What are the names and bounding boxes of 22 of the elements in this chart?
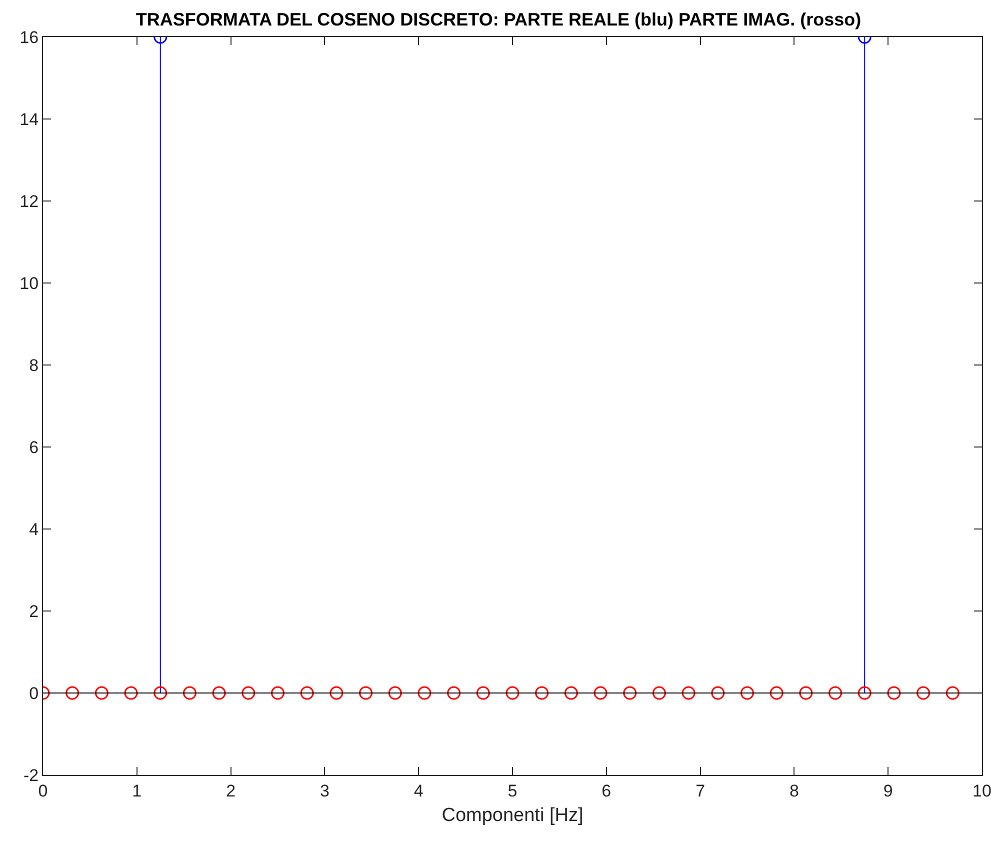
x-tick-label: 10	[972, 781, 992, 800]
x-tick-label: 8	[789, 781, 799, 800]
y-tick-label: 16	[20, 28, 39, 47]
y-tick-label: 8	[29, 356, 39, 375]
y-tick-label: 4	[29, 520, 39, 539]
x-tick-label: 6	[602, 781, 612, 800]
x-tick-label: 5	[508, 781, 518, 800]
y-tick-label: 0	[29, 684, 39, 703]
x-axis-title: Componenti [Hz]	[442, 805, 584, 826]
y-tick-label: 14	[20, 110, 39, 129]
y-tick-label: 6	[29, 438, 39, 457]
y-tick-label: 10	[20, 274, 39, 293]
chart-title: TRASFORMATA DEL COSENO DISCRETO: PARTE REALE (blu) PARTE IMAG. (rosso)	[136, 9, 862, 30]
y-tick-label: 2	[29, 602, 39, 621]
y-tick-label: -2	[23, 766, 39, 785]
x-tick-label: 1	[132, 781, 142, 800]
x-tick-label: 4	[414, 781, 424, 800]
x-tick-label: 7	[696, 781, 706, 800]
y-tick-label: 12	[20, 192, 39, 211]
x-tick-label: 9	[883, 781, 893, 800]
x-tick-label: 3	[320, 781, 330, 800]
x-tick-label: 2	[226, 781, 236, 800]
